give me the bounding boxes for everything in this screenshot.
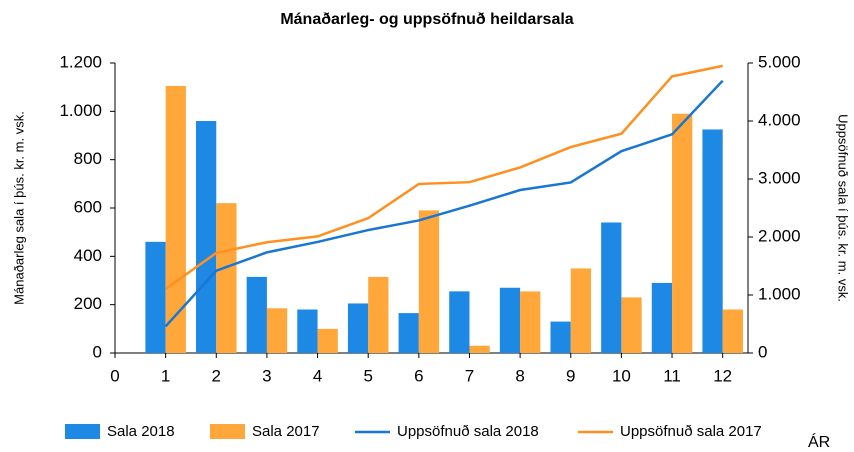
legend-label: Uppsöfnuð sala 2017 — [620, 423, 762, 440]
bar — [520, 291, 541, 353]
bar — [570, 268, 592, 353]
bar — [246, 276, 267, 353]
x-tick-label: 12 — [713, 366, 732, 385]
line — [164, 79, 724, 328]
chart-title: Mánaðarleg- og uppsöfnuð heildarsala — [280, 11, 573, 28]
bar — [499, 287, 521, 353]
bar — [347, 303, 369, 353]
x-tick-label: 5 — [363, 366, 372, 385]
x-tick-label: 0 — [110, 366, 119, 385]
bar — [702, 129, 723, 353]
x-tick-label: 9 — [566, 366, 575, 385]
y-tick-label: 0 — [93, 342, 102, 361]
bar — [398, 313, 419, 353]
x-tick-label: 3 — [262, 366, 271, 385]
y-tick-label: 600 — [74, 197, 102, 216]
bar — [449, 291, 470, 353]
x-tick-label: 11 — [663, 366, 681, 385]
x-tick-label: 2 — [212, 366, 221, 385]
x-tick-label: 7 — [465, 366, 474, 385]
y-tick-label: 400 — [74, 246, 102, 265]
y-tick-label: 1.200 — [59, 52, 102, 71]
y2-tick-label: 0 — [758, 342, 767, 361]
bar — [621, 297, 642, 353]
bar — [651, 282, 673, 353]
bar — [297, 309, 318, 353]
legend-swatch — [65, 424, 100, 439]
x-tick-label: 4 — [313, 366, 322, 385]
x-tick-label: 10 — [612, 366, 631, 385]
y2-tick-label: 5.000 — [758, 52, 801, 71]
y-axis-label: Mánaðarleg sala í þús. kr. m. vsk. — [11, 111, 26, 305]
x-tick-label: 1 — [161, 366, 170, 385]
y2-tick-label: 1.000 — [758, 284, 801, 303]
y-tick-label: 1.000 — [59, 101, 102, 120]
bar — [469, 345, 490, 353]
bar — [216, 203, 237, 353]
legend-swatch — [210, 424, 245, 439]
x-axis-label: ÁR — [808, 432, 830, 451]
x-tick-label: 8 — [515, 366, 524, 385]
bar — [368, 276, 389, 353]
y2-axis-label: Uppsöfnuð sala í þús. kr. m. vsk. — [836, 114, 851, 302]
bar — [165, 85, 186, 353]
y2-tick-label: 4.000 — [758, 110, 801, 129]
legend-label: Uppsöfnuð sala 2018 — [397, 423, 539, 440]
y-tick-label: 200 — [74, 294, 102, 313]
bar — [196, 121, 217, 353]
bar — [418, 210, 440, 353]
bar — [266, 308, 288, 353]
bar — [722, 309, 743, 353]
bar — [601, 222, 622, 353]
bar — [550, 321, 571, 353]
y2-tick-label: 2.000 — [758, 226, 801, 245]
line — [164, 64, 723, 290]
bar — [145, 241, 166, 353]
bar — [317, 328, 338, 353]
bar — [672, 113, 693, 353]
y2-tick-label: 3.000 — [758, 168, 801, 187]
legend-label: Sala 2018 — [107, 423, 175, 440]
legend-label: Sala 2017 — [252, 423, 320, 440]
x-tick-label: 6 — [414, 366, 423, 385]
y-tick-label: 800 — [74, 149, 102, 168]
